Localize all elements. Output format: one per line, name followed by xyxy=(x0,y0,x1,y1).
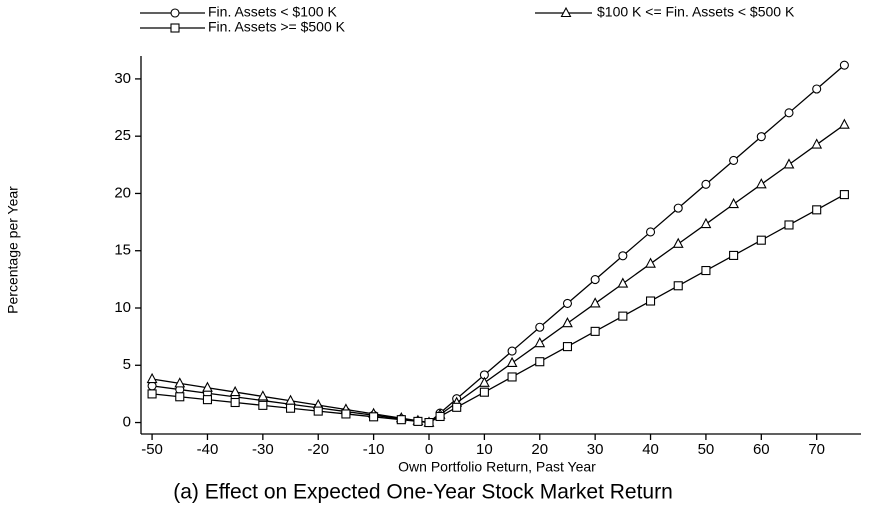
x-tick-label: 40 xyxy=(642,441,659,458)
marker xyxy=(672,237,684,248)
marker xyxy=(562,298,573,308)
marker xyxy=(170,8,180,18)
legend-label: Fin. Assets < $100 K xyxy=(208,4,337,20)
x-axis-label: Own Portfolio Return, Past Year xyxy=(398,459,596,475)
marker xyxy=(645,257,656,268)
marker xyxy=(838,118,850,129)
marker xyxy=(701,265,711,276)
marker xyxy=(313,406,323,416)
x-tick-label: -40 xyxy=(197,441,219,458)
y-tick-label: 20 xyxy=(114,184,131,201)
marker xyxy=(506,356,518,368)
x-tick-label: 20 xyxy=(531,441,548,458)
marker xyxy=(756,132,766,142)
marker xyxy=(341,409,351,419)
marker xyxy=(452,402,462,412)
marker xyxy=(534,336,546,348)
marker xyxy=(729,155,739,166)
marker xyxy=(784,220,794,230)
marker xyxy=(562,342,573,352)
marker xyxy=(369,412,379,422)
marker xyxy=(812,205,822,215)
marker xyxy=(839,60,849,70)
marker xyxy=(229,385,241,397)
marker xyxy=(147,389,157,399)
x-tick-label: -10 xyxy=(363,441,385,458)
marker xyxy=(589,297,601,308)
marker xyxy=(424,417,434,428)
marker xyxy=(590,275,600,285)
y-tick-label: 30 xyxy=(114,70,131,87)
marker xyxy=(617,277,629,288)
marker xyxy=(174,377,186,388)
marker xyxy=(285,403,296,413)
x-tick-label: -30 xyxy=(252,441,274,458)
marker xyxy=(175,392,185,402)
marker xyxy=(257,390,269,401)
marker xyxy=(645,296,656,306)
series-line xyxy=(151,124,845,424)
x-tick-label: 10 xyxy=(476,441,493,458)
marker xyxy=(811,138,823,149)
marker xyxy=(507,346,517,356)
x-tick-label: 70 xyxy=(808,441,825,458)
marker xyxy=(535,322,545,332)
marker xyxy=(147,381,157,391)
x-tick-label: -20 xyxy=(307,441,329,458)
marker xyxy=(673,203,683,213)
marker xyxy=(839,190,849,200)
x-tick-label: 60 xyxy=(753,441,770,458)
marker xyxy=(202,381,213,392)
marker xyxy=(700,217,712,229)
marker xyxy=(590,326,600,336)
marker xyxy=(701,179,711,189)
legend-label: $100 K <= Fin. Assets < $500 K xyxy=(597,4,795,20)
marker xyxy=(729,250,739,260)
marker xyxy=(728,197,740,209)
marker xyxy=(560,6,572,18)
marker xyxy=(755,178,767,189)
y-tick-label: 25 xyxy=(114,127,131,144)
x-tick-label: 0 xyxy=(425,441,433,458)
marker xyxy=(258,400,268,410)
x-tick-label: -50 xyxy=(141,441,163,458)
marker xyxy=(396,415,406,425)
marker xyxy=(535,357,545,367)
chart-title: (a) Effect on Expected One-Year Stock Ma… xyxy=(173,481,673,504)
marker xyxy=(756,235,766,245)
series-line xyxy=(151,64,845,424)
marker xyxy=(146,372,158,384)
y-axis-label: Percentage per Year xyxy=(5,186,21,314)
x-tick-label: 30 xyxy=(587,441,604,458)
marker xyxy=(478,376,490,387)
y-tick-label: 5 xyxy=(123,356,131,373)
marker xyxy=(783,158,795,169)
marker xyxy=(507,372,517,382)
marker xyxy=(170,23,180,33)
marker xyxy=(230,397,240,408)
marker xyxy=(413,416,423,426)
marker xyxy=(618,311,628,321)
marker xyxy=(202,395,213,405)
y-tick-label: 0 xyxy=(123,414,131,431)
legend-label: Fin. Assets >= $500 K xyxy=(208,19,346,35)
y-tick-label: 10 xyxy=(114,299,131,316)
marker xyxy=(645,227,656,237)
marker xyxy=(784,108,794,118)
y-tick-label: 15 xyxy=(114,242,131,259)
marker xyxy=(435,411,445,422)
marker xyxy=(673,281,683,291)
x-tick-label: 50 xyxy=(698,441,715,458)
series-line xyxy=(152,194,845,424)
marker xyxy=(479,387,489,397)
marker xyxy=(562,317,573,328)
marker xyxy=(618,251,628,261)
marker xyxy=(812,84,822,94)
